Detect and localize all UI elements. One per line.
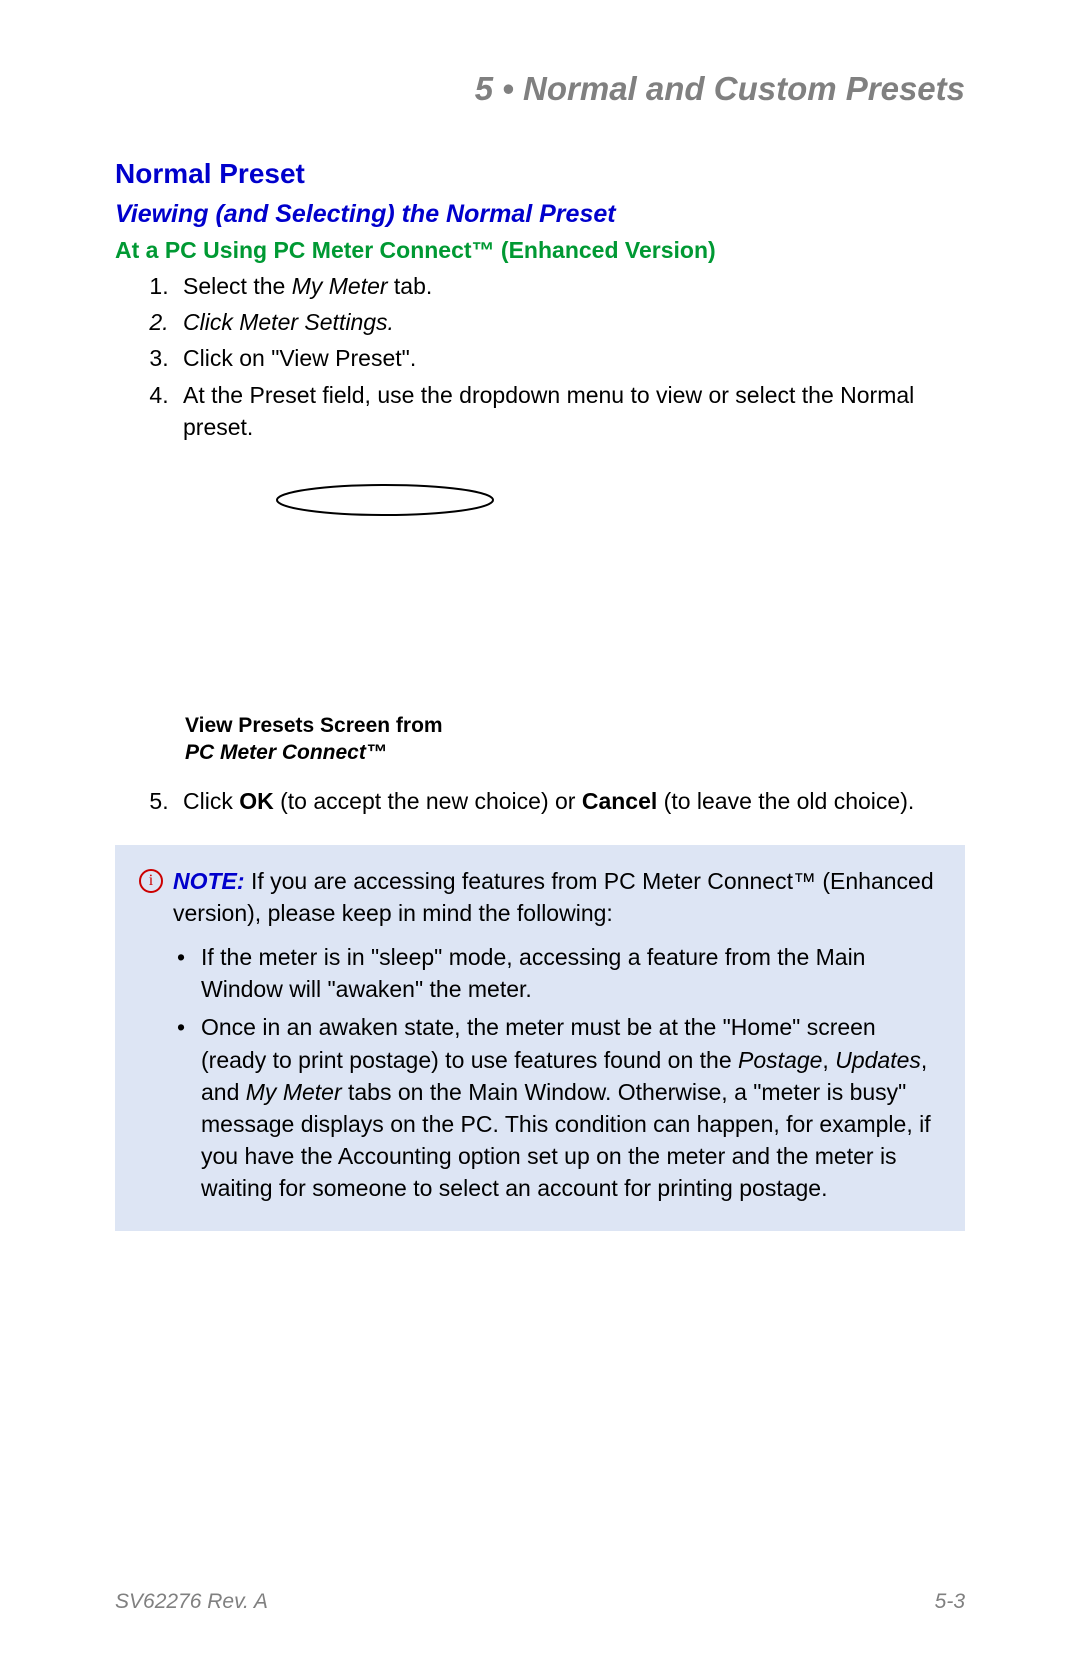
footer-right: 5-3 [935,1590,965,1614]
note-bullets: If the meter is in "sleep" mode, accessi… [139,941,941,1205]
chapter-title: Normal and Custom Presets [523,70,965,107]
info-icon: i [139,869,163,893]
step-1-italic: My Meter [292,273,388,299]
steps-list: Select the My Meter tab. Click Meter Set… [115,270,965,443]
step-5-mid: (to accept the new choice) or [274,788,582,814]
note-b2-italic2: Updates [835,1047,921,1073]
step-1-prefix: Select the [183,273,292,299]
chapter-number: 5 [475,70,493,107]
note-box: i NOTE: If you are accessing features fr… [115,845,965,1231]
caption-line1: View Presets Screen from [185,712,965,739]
note-bullet-1: If the meter is in "sleep" mode, accessi… [177,941,941,1005]
step-2: Click Meter Settings. [175,306,965,338]
step-3: Click on "View Preset". [175,342,965,374]
step-1: Select the My Meter tab. [175,270,965,302]
step-1-suffix: tab. [388,273,433,299]
chapter-separator: • [493,70,523,107]
caption-line2: PC Meter Connect™ [185,739,965,766]
step-5-bold2: Cancel [582,788,657,814]
note-b2-italic3: My Meter [246,1079,342,1105]
note-b2-sep1: , [822,1047,835,1073]
step-5: Click OK (to accept the new choice) or C… [175,785,965,817]
step-2-italic: Meter Settings [239,309,387,335]
step-5-suffix: (to leave the old choice). [657,788,914,814]
step-2-prefix: Click [183,309,239,335]
ellipse-diagram [275,483,965,522]
step-5-bold1: OK [239,788,274,814]
note-intro: i NOTE: If you are accessing features fr… [139,865,941,929]
page-footer: SV62276 Rev. A 5-3 [115,1590,965,1614]
note-intro-body: If you are accessing features from PC Me… [173,868,934,926]
caption-block: View Presets Screen from PC Meter Connec… [185,712,965,767]
method-heading: At a PC Using PC Meter Connect™ (Enhance… [115,237,965,264]
step-5-prefix: Click [183,788,239,814]
step-4: At the Preset field, use the dropdown me… [175,379,965,443]
note-intro-text: NOTE: If you are accessing features from… [173,865,941,929]
subsection-heading: Viewing (and Selecting) the Normal Prese… [115,200,965,229]
note-b2-italic1: Postage [738,1047,822,1073]
note-bullet-2: Once in an awaken state, the meter must … [177,1011,941,1204]
ellipse-svg [275,483,495,517]
note-label: NOTE: [173,868,245,894]
steps-list-continued: Click OK (to accept the new choice) or C… [115,785,965,817]
step-2-suffix: . [388,309,394,335]
section-heading: Normal Preset [115,158,965,190]
chapter-heading: 5 • Normal and Custom Presets [115,70,965,108]
footer-left: SV62276 Rev. A [115,1590,268,1614]
